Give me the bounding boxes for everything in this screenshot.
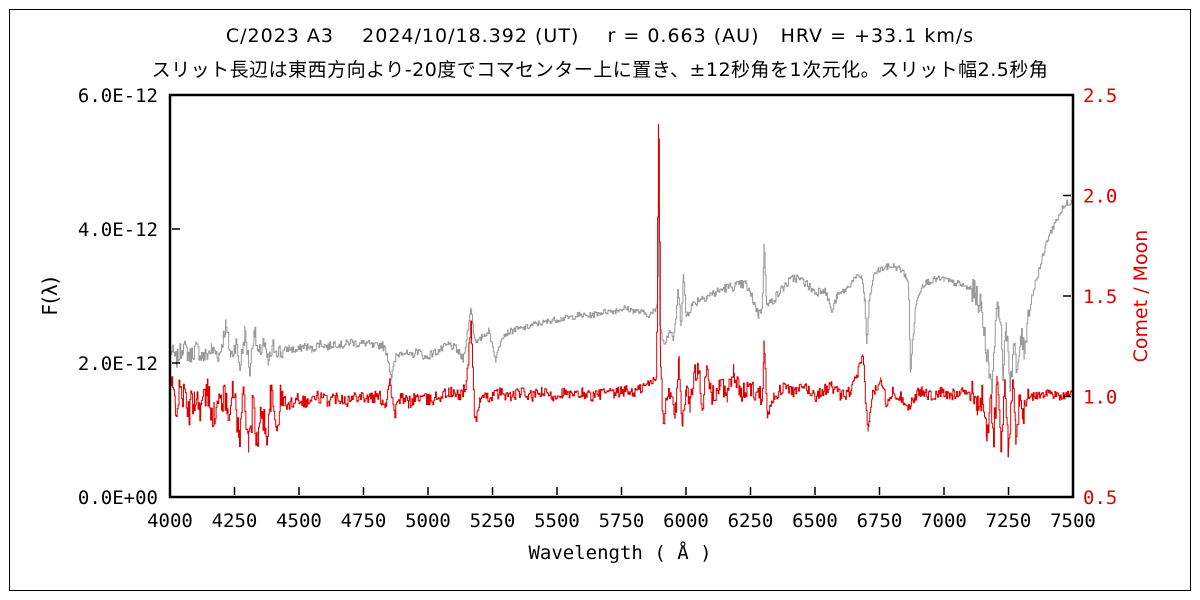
chart-subtitle: スリット長辺は東西方向より-20度でコマセンター上に置き、±12秒角を1次元化。… bbox=[151, 59, 1049, 81]
x-tick-label: 5500 bbox=[534, 510, 580, 532]
comet-flux-spectrum-line bbox=[170, 191, 1074, 394]
y-left-tick-label: 4.0E-12 bbox=[78, 219, 158, 241]
x-tick-label: 4500 bbox=[276, 510, 322, 532]
figure-border bbox=[9, 9, 1191, 591]
x-axis-label: Wavelength ( Å ) bbox=[528, 541, 711, 564]
plot-frame bbox=[168, 93, 1075, 499]
comet-moon-ratio-line bbox=[170, 123, 1074, 458]
y-left-tick-label: 6.0E-12 bbox=[78, 85, 158, 107]
y-right-tick-label: 1.0 bbox=[1083, 387, 1117, 409]
x-tick-label: 6250 bbox=[728, 510, 774, 532]
x-tick-label: 4750 bbox=[341, 510, 387, 532]
x-tick-label: 6750 bbox=[857, 510, 903, 532]
ticks-group: 4000 4250 4500 4750 5000 5250 5500 5750 6000 6250… bbox=[78, 85, 1117, 532]
chart-title: C/2023 A3 2024/10/18.392 (UT) r = 0.663 … bbox=[225, 25, 975, 47]
x-tick-label: 7250 bbox=[986, 510, 1032, 532]
x-tick-label: 6000 bbox=[663, 510, 709, 532]
x-tick-label: 5000 bbox=[405, 510, 451, 532]
y-left-tick-label: 2.0E-12 bbox=[78, 353, 158, 375]
y-axis-label-right: Comet / Moon bbox=[1130, 230, 1152, 363]
y-axis-label-left: F(λ) bbox=[38, 277, 62, 316]
y-right-tick-label: 0.5 bbox=[1083, 487, 1117, 509]
y-right-tick-label: 2.5 bbox=[1083, 85, 1117, 107]
y-right-tick-label: 1.5 bbox=[1083, 286, 1117, 308]
y-right-tick-label: 2.0 bbox=[1083, 186, 1117, 208]
x-tick-label: 5250 bbox=[470, 510, 516, 532]
series-group bbox=[170, 123, 1074, 458]
x-tick-label: 4000 bbox=[147, 510, 193, 532]
y-left-tick-label: 0.0E+00 bbox=[78, 487, 158, 509]
x-tick-label: 5750 bbox=[599, 510, 645, 532]
x-tick-label: 4250 bbox=[212, 510, 258, 532]
x-tick-label: 6500 bbox=[792, 510, 838, 532]
x-tick-label: 7000 bbox=[921, 510, 967, 532]
x-tick-label: 7500 bbox=[1050, 510, 1096, 532]
